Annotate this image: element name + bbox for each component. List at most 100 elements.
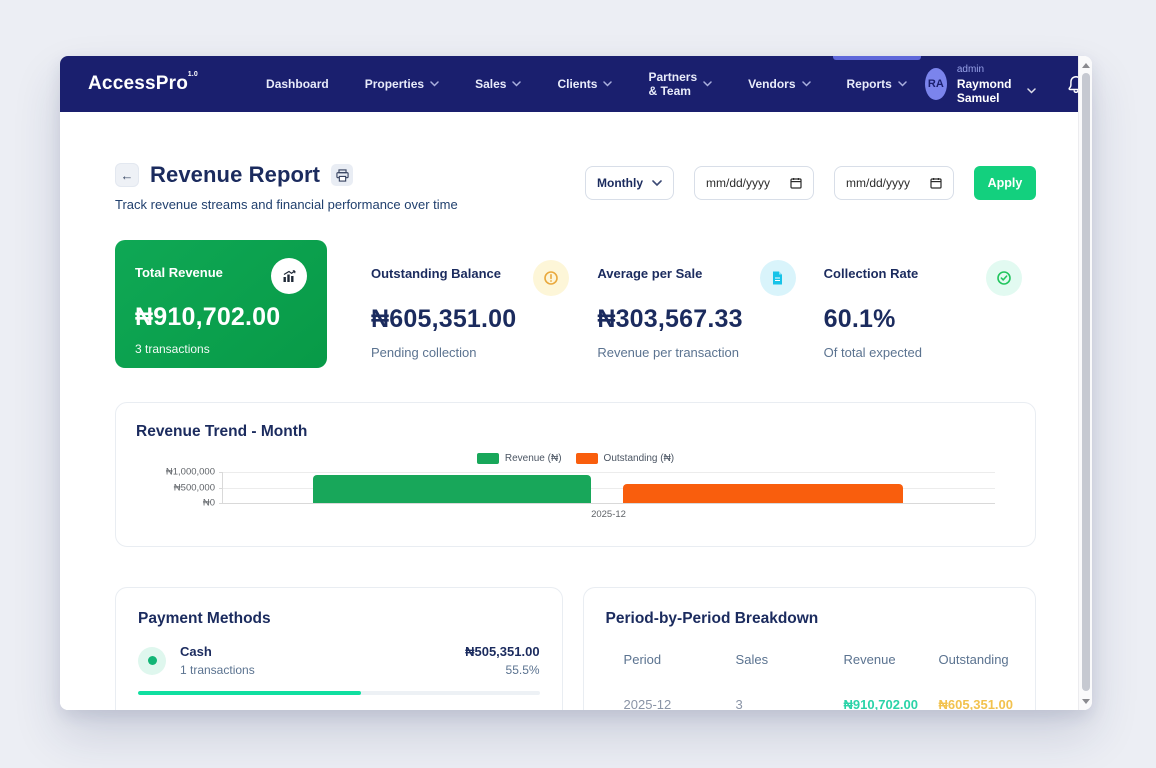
- nav-item-sales[interactable]: Sales: [457, 56, 539, 112]
- alert-circle-icon: [533, 260, 570, 296]
- date-from-placeholder: mm/dd/yyyy: [706, 176, 771, 190]
- payment-method-percent: 55.5%: [505, 663, 540, 677]
- chevron-down-icon: [512, 81, 522, 87]
- legend-item: Outstanding (₦): [575, 453, 674, 464]
- stats-row: Total Revenue ₦910,702.00 3 transactions…: [115, 240, 1036, 368]
- stat-subtext: 3 transactions: [135, 342, 210, 356]
- bar-revenue: [312, 474, 592, 503]
- legend-item: Revenue (₦): [476, 453, 562, 464]
- breakdown-table-header: Period Sales Revenue Outstanding: [606, 652, 1013, 667]
- payment-method-row: Cash 1 transactions ₦505,351.00 55.5%: [138, 644, 540, 677]
- stat-value: ₦605,351.00: [371, 305, 517, 333]
- chart-y-tick: ₦500,000: [173, 482, 215, 493]
- file-invoice-icon: [759, 260, 796, 296]
- cell-period: 2025-12: [623, 697, 672, 710]
- cell-outstanding: ₦605,351.00: [938, 697, 1013, 710]
- column-header-revenue: Revenue: [843, 652, 896, 667]
- stat-card-average-per-sale: Average per Sale ₦303,567.33 Revenue per…: [597, 240, 823, 368]
- chevron-down-icon: [652, 179, 662, 187]
- stat-card-total-revenue: Total Revenue ₦910,702.00 3 transactions: [115, 240, 327, 368]
- nav-item-label: Properties: [364, 77, 425, 91]
- payment-method-name: Cash: [180, 644, 212, 659]
- page-subtitle: Track revenue streams and financial perf…: [115, 197, 458, 212]
- cell-sales: 3: [735, 697, 743, 710]
- stat-card-collection-rate: Collection Rate 60.1% Of total expected: [824, 240, 1036, 368]
- calendar-icon: [790, 178, 802, 189]
- back-button[interactable]: ←: [115, 163, 139, 187]
- stat-value: 60.1%: [823, 305, 896, 333]
- print-button[interactable]: [331, 164, 354, 186]
- top-navbar: AccessPro 1.0 Dashboard Properties Sales …: [60, 56, 1087, 112]
- column-header-sales: Sales: [735, 652, 769, 667]
- date-from-input[interactable]: mm/dd/yyyy: [694, 166, 814, 200]
- chevron-down-icon: [703, 81, 712, 87]
- nav-menu: Dashboard Properties Sales Clients Partn…: [248, 56, 925, 112]
- payment-method-amount: ₦505,351.00: [465, 644, 540, 659]
- payment-method-progress: [138, 691, 540, 695]
- stat-label: Total Revenue: [135, 265, 223, 280]
- nav-item-label: Vendors: [748, 77, 796, 91]
- legend-swatch-icon: [476, 453, 499, 464]
- app-window: AccessPro 1.0 Dashboard Properties Sales …: [60, 56, 1092, 710]
- check-circle-icon: [985, 260, 1022, 296]
- bar-chart-icon: [271, 258, 307, 294]
- stat-value: ₦303,567.33: [597, 305, 743, 333]
- period-select[interactable]: Monthly: [585, 166, 674, 200]
- nav-item-label: Reports: [846, 77, 892, 91]
- nav-item-label: Dashboard: [266, 77, 329, 91]
- nav-item-label: Sales: [475, 77, 507, 91]
- payment-methods-card: Payment Methods Cash 1 transactions ₦505…: [115, 587, 563, 710]
- nav-item-vendors[interactable]: Vendors: [730, 56, 828, 112]
- chart-y-tick: ₦1,000,000: [165, 466, 215, 478]
- scrollbar-thumb[interactable]: [1082, 73, 1090, 691]
- chart-title: Revenue Trend - Month: [136, 423, 308, 440]
- nav-item-properties[interactable]: Properties: [347, 56, 457, 112]
- scroll-down-arrow[interactable]: [1079, 694, 1092, 708]
- avatar: RA: [924, 68, 947, 100]
- user-role: admin: [956, 63, 985, 75]
- app-logo[interactable]: AccessPro 1.0: [88, 71, 198, 95]
- period-breakdown-card: Period-by-Period Breakdown Period Sales …: [582, 587, 1036, 710]
- nav-item-dashboard[interactable]: Dashboard: [248, 56, 347, 112]
- stat-label: Outstanding Balance: [371, 266, 502, 281]
- payment-method-count: 1 transactions: [180, 663, 255, 677]
- payment-methods-title: Payment Methods: [138, 610, 271, 627]
- date-to-placeholder: mm/dd/yyyy: [846, 176, 911, 190]
- stat-subtext: Revenue per transaction: [597, 345, 739, 360]
- column-header-period: Period: [623, 652, 662, 667]
- chevron-down-icon: [898, 81, 907, 87]
- column-header-outstanding: Outstanding: [938, 652, 1009, 667]
- period-select-value: Monthly: [597, 176, 643, 190]
- chart-plot: ₦1,000,000 ₦500,000 ₦0: [166, 467, 995, 509]
- legend-swatch-icon: [575, 453, 598, 464]
- stat-value: ₦910,702.00: [135, 303, 281, 331]
- printer-icon: [335, 168, 349, 182]
- breakdown-title: Period-by-Period Breakdown: [605, 610, 819, 627]
- page-content: ← Revenue Report Track revenue streams a…: [60, 112, 1078, 710]
- nav-item-partners-team[interactable]: Partners & Team: [630, 56, 730, 112]
- chart-legend: Revenue (₦) Outstanding (₦): [136, 453, 1015, 464]
- stat-subtext: Of total expected: [823, 345, 922, 360]
- stat-subtext: Pending collection: [371, 345, 477, 360]
- report-header: ← Revenue Report Track revenue streams a…: [115, 162, 458, 212]
- chart-x-tick: 2025-12: [591, 509, 626, 520]
- scroll-up-arrow[interactable]: [1079, 58, 1092, 72]
- chevron-down-icon: [603, 81, 613, 87]
- nav-item-reports[interactable]: Reports: [829, 56, 925, 112]
- bar-outstanding: [622, 484, 904, 503]
- nav-item-clients[interactable]: Clients: [539, 56, 630, 112]
- apply-button[interactable]: Apply: [974, 166, 1036, 200]
- stat-card-outstanding-balance: Outstanding Balance ₦605,351.00 Pending …: [371, 240, 597, 368]
- date-to-input[interactable]: mm/dd/yyyy: [834, 166, 954, 200]
- table-row: 2025-12 3 ₦910,702.00 ₦605,351.00: [606, 697, 1013, 710]
- cash-dot-icon: [138, 646, 166, 675]
- window-scrollbar[interactable]: [1078, 56, 1092, 710]
- chevron-down-icon: [1026, 87, 1036, 94]
- page-title: Revenue Report: [150, 162, 321, 187]
- stat-label: Average per Sale: [597, 266, 703, 281]
- chart-y-tick: ₦0: [202, 497, 215, 509]
- user-menu[interactable]: RA admin Raymond Samuel: [924, 63, 1036, 105]
- logo-version: 1.0: [187, 71, 199, 78]
- nav-item-label: Partners & Team: [648, 70, 698, 98]
- logo-text: AccessPro: [88, 73, 189, 94]
